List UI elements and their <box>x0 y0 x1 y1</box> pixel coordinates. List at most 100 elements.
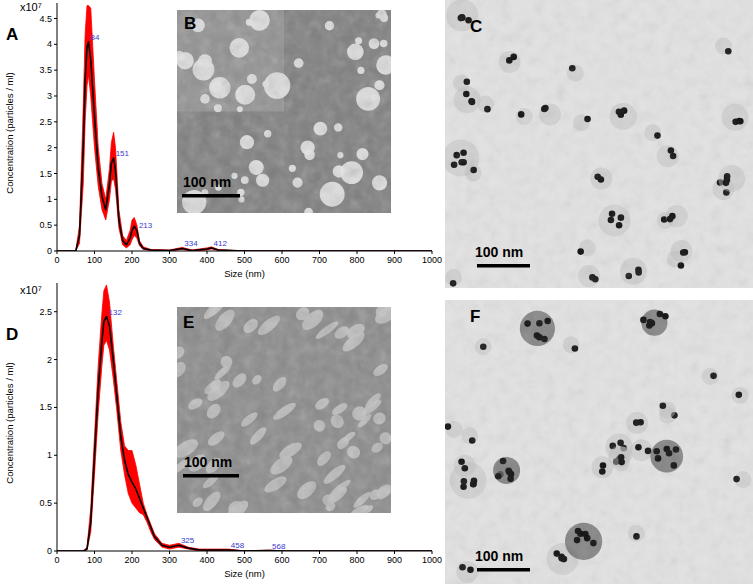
peak-label: 458 <box>231 541 245 550</box>
x-tick-label: 500 <box>237 555 252 565</box>
panel-label: F <box>470 307 480 326</box>
y-axis <box>57 3 58 251</box>
micrograph <box>445 300 753 584</box>
x-tick <box>244 251 245 254</box>
y-tick-label: 1.5 <box>39 402 52 412</box>
y-tick <box>54 121 57 122</box>
x-tick-label: 1000 <box>422 255 442 265</box>
grain <box>445 0 753 288</box>
y-tick-label: 1 <box>47 194 52 204</box>
y-tick <box>54 70 57 71</box>
y-axis-title: Concentration (particles / ml) <box>4 362 15 483</box>
y-tick <box>54 359 57 360</box>
scale-bar <box>477 264 530 268</box>
x-tick <box>282 551 283 554</box>
micrograph <box>445 0 753 288</box>
y-tick <box>54 455 57 456</box>
x-tick-label: 200 <box>124 255 139 265</box>
plot-area <box>57 285 432 551</box>
x-axis-title: Size (nm) <box>224 568 265 579</box>
x-tick-label: 200 <box>124 555 139 565</box>
x-tick <box>282 251 283 254</box>
y-tick-label: 0.5 <box>39 220 52 230</box>
y-tick-label: 4.5 <box>39 14 52 24</box>
peak-label: 334 <box>184 239 198 248</box>
peak-label: 568 <box>272 542 286 551</box>
y-tick-label: 2 <box>47 355 52 365</box>
y-tick-label: 3.5 <box>39 65 52 75</box>
x-tick-label: 300 <box>162 255 177 265</box>
scale-bar-label: 100 nm <box>183 174 231 190</box>
confidence-band <box>57 285 432 551</box>
x-tick-label: 900 <box>387 555 402 565</box>
y-tick <box>54 96 57 97</box>
x-tick <box>319 551 320 554</box>
y-tick-label: 2.5 <box>39 117 52 127</box>
y-tick <box>54 44 57 45</box>
image-background <box>177 10 391 213</box>
x-tick-label: 500 <box>237 255 252 265</box>
scale-bar <box>182 194 240 198</box>
image-background <box>177 307 391 513</box>
x-tick-label: 600 <box>274 555 289 565</box>
x-tick-label: 700 <box>312 255 327 265</box>
x-tick-label: 1000 <box>422 555 442 565</box>
x-tick <box>57 551 58 554</box>
plot-area <box>57 6 432 251</box>
y-tick <box>54 173 57 174</box>
grain <box>445 300 753 584</box>
x-tick-label: 0 <box>54 255 59 265</box>
x-tick <box>207 551 208 554</box>
confidence-band <box>57 6 432 251</box>
scale-bar-label: 100 nm <box>475 244 523 260</box>
y-tick-label: 0 <box>47 246 52 256</box>
scale-bar-label: 100 nm <box>475 548 523 564</box>
x-tick <box>132 551 133 554</box>
x-tick-label: 400 <box>199 555 214 565</box>
peak-label: 325 <box>181 536 195 545</box>
y-multiplier: x10⁷ <box>20 1 42 13</box>
chart: 00.511.522.50100200300400500600700800900… <box>4 283 442 579</box>
y-tick-label: 1 <box>47 450 52 460</box>
peak-label: 132 <box>109 308 123 317</box>
y-tick <box>54 199 57 200</box>
x-tick-label: 100 <box>87 555 102 565</box>
panel-label: D <box>6 325 18 344</box>
x-tick <box>57 251 58 254</box>
y-axis-title: Concentration (particles / ml) <box>4 72 15 193</box>
y-tick-label: 2 <box>47 143 52 153</box>
x-tick <box>169 551 170 554</box>
x-tick <box>169 251 170 254</box>
micrograph <box>177 10 391 213</box>
y-tick-label: 0 <box>47 546 52 556</box>
x-tick-label: 300 <box>162 555 177 565</box>
y-tick <box>54 407 57 408</box>
panel-label: C <box>470 17 482 36</box>
y-tick-label: 2.5 <box>39 307 52 317</box>
x-tick <box>432 551 433 554</box>
x-tick <box>207 251 208 254</box>
peak-label: 151 <box>116 149 130 158</box>
scale-bar <box>183 474 239 478</box>
image-background <box>445 0 753 288</box>
x-axis-title: Size (nm) <box>224 268 265 279</box>
micrograph <box>177 307 391 513</box>
y-tick <box>54 311 57 312</box>
y-axis <box>57 283 58 551</box>
scale-bar-label: 100 nm <box>184 454 232 470</box>
grain <box>177 307 391 513</box>
panel-label: E <box>183 313 194 332</box>
y-tick <box>54 225 57 226</box>
panel-label: B <box>184 14 196 33</box>
x-tick-label: 600 <box>274 255 289 265</box>
y-tick-label: 4 <box>47 39 52 49</box>
y-tick <box>54 147 57 148</box>
x-tick <box>94 251 95 254</box>
x-tick-label: 400 <box>199 255 214 265</box>
figure: 00.511.522.533.544.501002003004005006007… <box>0 0 753 584</box>
y-tick <box>54 503 57 504</box>
x-tick <box>357 551 358 554</box>
chart: 00.511.522.533.544.501002003004005006007… <box>4 1 442 279</box>
panel-label: A <box>6 25 18 44</box>
x-tick-label: 900 <box>387 255 402 265</box>
